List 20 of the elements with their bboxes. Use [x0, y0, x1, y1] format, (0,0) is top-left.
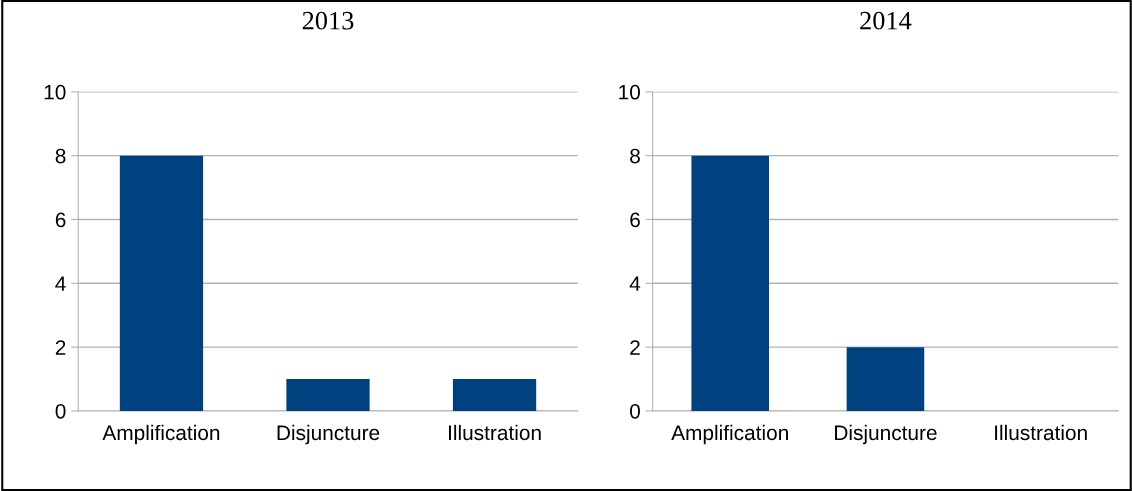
- y-tick-label: 10: [44, 84, 66, 100]
- chart-title: 2014: [860, 11, 912, 30]
- x-tick-label: Amplification: [671, 424, 788, 445]
- y-tick-label: 2: [55, 340, 66, 355]
- y-tick-label: 0: [630, 403, 640, 419]
- chart-title: 2013: [302, 11, 354, 30]
- y-tick-label: 2: [630, 340, 640, 355]
- y-tick-label: 6: [55, 212, 66, 228]
- x-tick-label: Amplification: [102, 424, 220, 445]
- y-tick-label: 8: [630, 148, 640, 164]
- y-tick-label: 8: [55, 148, 66, 164]
- x-tick-label: Illustration: [995, 424, 1087, 441]
- x-tick-label: Disjuncture: [835, 424, 937, 445]
- y-tick-label: 6: [630, 212, 640, 228]
- y-tick-label: 4: [629, 276, 641, 291]
- y-tick-label: 4: [55, 276, 66, 291]
- y-tick-label: 0: [55, 403, 66, 419]
- x-tick-label: Illustration: [449, 424, 541, 441]
- y-tick-label: 10: [619, 84, 640, 100]
- x-tick-label: Disjuncture: [277, 424, 380, 445]
